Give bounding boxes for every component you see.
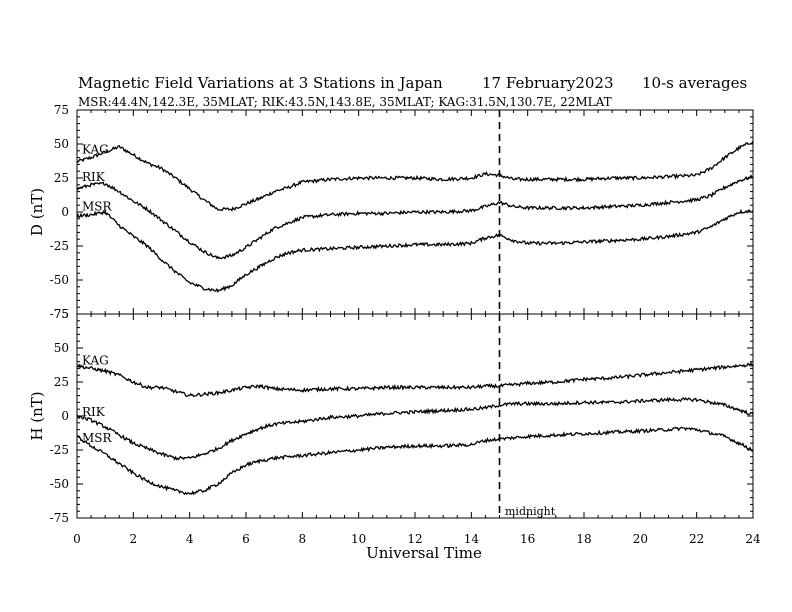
series-line-kag-h bbox=[76, 361, 754, 398]
series-label-rik: RIK bbox=[82, 405, 106, 419]
series-line-msr-d bbox=[76, 208, 754, 293]
series-label-msr: MSR bbox=[82, 200, 113, 214]
x-tick-label: 2 bbox=[130, 532, 138, 546]
x-tick-label: 10 bbox=[351, 532, 366, 546]
y-tick-label: 50 bbox=[54, 341, 69, 355]
series-label-msr: MSR bbox=[82, 431, 113, 445]
x-tick-label: 6 bbox=[242, 532, 250, 546]
x-tick-label: 4 bbox=[186, 532, 194, 546]
x-axis-label: Universal Time bbox=[366, 544, 482, 562]
x-tick-label: 0 bbox=[73, 532, 81, 546]
x-tick-label: 16 bbox=[520, 532, 535, 546]
h-panel-frame bbox=[76, 313, 754, 519]
x-tick-label: 8 bbox=[299, 532, 307, 546]
x-tick-label: 18 bbox=[576, 532, 591, 546]
series-label-rik: RIK bbox=[82, 170, 106, 184]
series-line-rik-d bbox=[76, 174, 754, 260]
station-coordinates: MSR:44.4N,142.3E, 35MLAT; RIK:43.5N,143.… bbox=[78, 95, 612, 109]
series-line-rik-h bbox=[76, 396, 754, 461]
d-axis-label: D (nT) bbox=[28, 188, 46, 236]
series-label-kag: KAG bbox=[82, 353, 109, 367]
y-tick-label: -50 bbox=[50, 477, 69, 491]
x-tick-label: 22 bbox=[689, 532, 704, 546]
y-tick-label: 50 bbox=[54, 137, 69, 151]
y-tick-label: 0 bbox=[61, 409, 69, 423]
y-tick-label: 75 bbox=[54, 103, 69, 117]
x-tick-label: 14 bbox=[464, 532, 480, 546]
h-axis-label: H (nT) bbox=[28, 391, 46, 440]
chart-title: Magnetic Field Variations at 3 Stations … bbox=[78, 74, 443, 92]
y-tick-label: -75 bbox=[50, 307, 69, 321]
midnight-label: midnight bbox=[505, 505, 556, 518]
x-tick-label: 12 bbox=[407, 532, 422, 546]
series-line-kag-d bbox=[76, 140, 754, 212]
series-line-msr-h bbox=[76, 426, 754, 496]
y-tick-label: -75 bbox=[50, 511, 69, 525]
chart-date: 17 February2023 bbox=[482, 74, 614, 92]
y-tick-label: -25 bbox=[50, 239, 69, 253]
y-tick-label: 75 bbox=[54, 307, 69, 321]
y-tick-label: -25 bbox=[50, 443, 69, 457]
y-tick-label: 25 bbox=[54, 375, 69, 389]
x-tick-label: 24 bbox=[745, 532, 761, 546]
series-label-kag: KAG bbox=[82, 143, 109, 157]
series-layer: KAG RIK MSR KAG RIK MSR bbox=[76, 140, 754, 496]
y-tick-label: 0 bbox=[61, 205, 69, 219]
x-tick-label: 20 bbox=[633, 532, 648, 546]
y-tick-label: 25 bbox=[54, 171, 69, 185]
chart-averaging: 10-s averages bbox=[642, 74, 747, 92]
y-tick-label: -50 bbox=[50, 273, 69, 287]
